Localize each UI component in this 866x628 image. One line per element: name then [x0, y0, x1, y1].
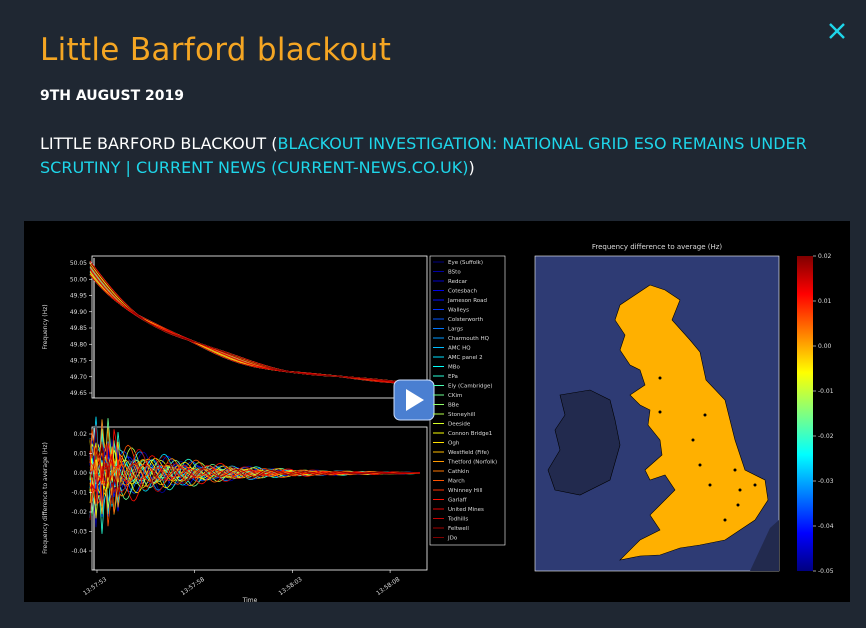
y-tick-label: -0.02 — [71, 509, 87, 516]
legend-label: Thetford (Norfolk) — [447, 460, 497, 466]
description-text: ) — [468, 158, 475, 177]
x-axis-label: Time — [242, 597, 258, 602]
legend-label: Ogh — [448, 441, 460, 447]
y-tick-label: 50.00 — [70, 276, 87, 283]
frequency-curve — [89, 261, 421, 384]
station-dot — [658, 410, 662, 414]
y-tick-label: -0.04 — [71, 548, 87, 555]
station-dot — [753, 483, 757, 487]
difference-curve — [89, 424, 421, 504]
y-tick-label: 49.65 — [70, 390, 87, 397]
y-tick-label: 50.05 — [70, 260, 87, 267]
great-britain — [614, 284, 769, 561]
close-button[interactable] — [826, 20, 848, 42]
legend-label: Cathkin — [448, 469, 470, 475]
legend-label: Eye (Suffolk) — [448, 260, 483, 266]
play-button[interactable] — [393, 379, 435, 421]
y-tick-label: 49.80 — [70, 341, 87, 348]
play-icon — [406, 389, 424, 411]
y-tick-label: 49.95 — [70, 293, 87, 300]
y-tick-label: 49.85 — [70, 325, 87, 332]
y-tick-label: -0.03 — [71, 529, 87, 536]
legend-label: Ely (Cambridge) — [448, 384, 493, 390]
station-dot — [703, 413, 707, 417]
station-dot — [736, 503, 740, 507]
legend-label: Todhills — [447, 517, 468, 523]
station-dot — [691, 438, 695, 442]
legend-label: JDo — [447, 536, 458, 542]
colorbar-label: 0.01 — [818, 298, 832, 305]
video-frame[interactable]: Frequency difference to average (Hz) 50.… — [24, 221, 850, 602]
colorbar-label: 0.02 — [818, 253, 832, 260]
y-tick-label: 0.00 — [74, 470, 88, 477]
title: Little Barford blackout — [40, 32, 392, 68]
y-tick-label: 49.75 — [70, 358, 87, 365]
station-dot — [733, 468, 737, 472]
station-dot — [723, 518, 727, 522]
station-dot — [738, 488, 742, 492]
y-tick-label: 0.02 — [74, 431, 88, 438]
legend-label: AMC panel 2 — [448, 355, 483, 361]
legend-label: Deeside — [448, 422, 471, 428]
description: LITTLE BARFORD BLACKOUT (BLACKOUT INVEST… — [40, 132, 830, 180]
legend-label: Colsterworth — [448, 317, 484, 323]
map-title: Frequency difference to average (Hz) — [592, 243, 723, 251]
difference-curve — [89, 442, 421, 497]
station-dot — [658, 376, 662, 380]
legend-label: Walleys — [448, 308, 469, 314]
legend-label: United Mines — [448, 507, 484, 513]
colorbar — [797, 256, 813, 571]
y-axis-label: Frequency (Hz) — [42, 304, 49, 349]
y-axis-label: Frequency difference to average (Hz) — [42, 442, 49, 554]
colorbar-label: -0.02 — [818, 433, 834, 440]
y-tick-label: -0.01 — [71, 490, 87, 497]
date: 9TH AUGUST 2019 — [40, 88, 184, 104]
legend-label: Whinney Hill — [448, 488, 483, 494]
legend-label: Feltwell — [448, 526, 469, 532]
close-icon — [829, 23, 845, 39]
top-plot-frame — [91, 255, 428, 399]
legend-label: MBo — [448, 365, 461, 371]
y-tick-label: 0.01 — [74, 451, 88, 458]
legend-label: Connon Bridge1 — [448, 431, 492, 437]
legend-label: Jameson Road — [447, 298, 487, 304]
legend-label: BSto — [448, 270, 461, 276]
legend-label: Stoneyhill — [448, 412, 476, 418]
legend-label: Redcar — [448, 279, 468, 285]
france — [750, 520, 779, 571]
station-dot — [708, 483, 712, 487]
legend-label: BBe — [448, 403, 460, 409]
legend-label: March — [448, 479, 465, 485]
colorbar-label: -0.05 — [818, 568, 834, 575]
legend-label: Cotesbach — [448, 289, 477, 295]
legend-label: Westfield (Fife) — [448, 450, 489, 456]
legend-label: Charmouth HQ — [448, 336, 490, 342]
legend-label: CKim — [448, 393, 462, 399]
description-text: LITTLE BARFORD BLACKOUT ( — [40, 134, 278, 153]
legend-label: Largs — [448, 327, 463, 333]
legend-label: EPa — [448, 374, 458, 380]
colorbar-label: -0.03 — [818, 478, 834, 485]
y-tick-label: 49.90 — [70, 309, 87, 316]
colorbar-label: -0.01 — [818, 388, 834, 395]
article-link[interactable]: BLACKOUT INVESTIGATION: NATIONAL GRID ES… — [40, 134, 807, 177]
frequency-curve — [89, 274, 421, 385]
colorbar-label: -0.04 — [818, 523, 834, 530]
ireland — [547, 389, 621, 496]
y-tick-label: 49.70 — [70, 374, 87, 381]
colorbar-label: 0.00 — [818, 343, 832, 350]
station-dot — [698, 463, 702, 467]
legend-label: AMC HQ — [448, 346, 471, 352]
legend-box — [429, 255, 506, 546]
legend-label: Garlaff — [448, 498, 467, 504]
